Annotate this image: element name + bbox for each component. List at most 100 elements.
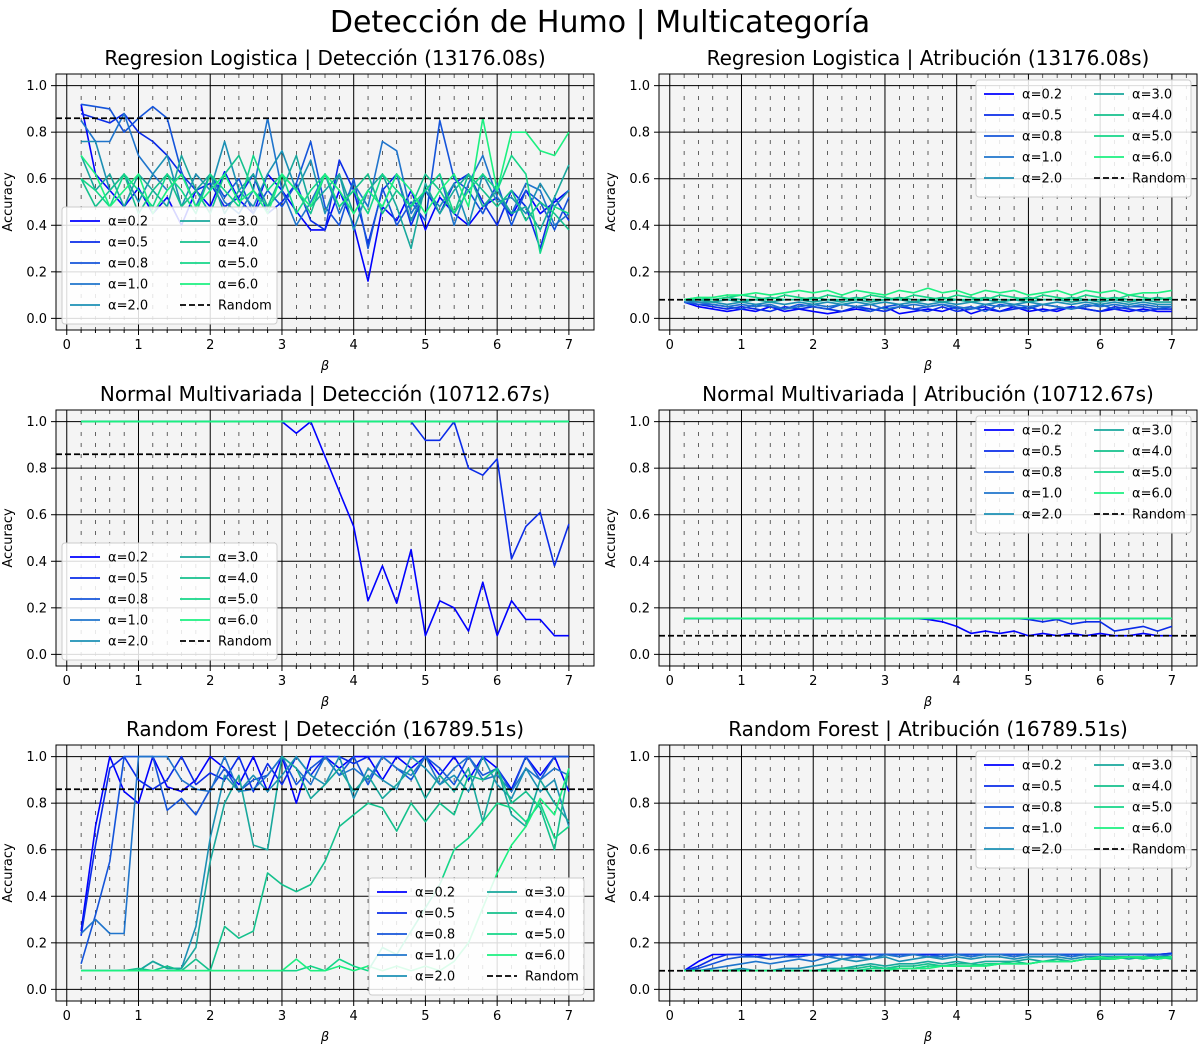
legend-label: α=1.0 xyxy=(108,278,148,293)
legend-label: α=0.2 xyxy=(1022,88,1062,103)
x-tick-label: 2 xyxy=(206,674,214,689)
legend-label: α=5.0 xyxy=(1132,130,1172,145)
x-tick-label: 0 xyxy=(666,338,674,353)
x-tick-label: 1 xyxy=(134,338,142,353)
x-tick-label: 2 xyxy=(206,338,214,353)
y-tick-label: 0.0 xyxy=(629,983,650,998)
legend-box xyxy=(975,750,1192,869)
y-tick-label: 0.6 xyxy=(629,508,650,523)
x-tick-label: 3 xyxy=(881,338,889,353)
legend-label: Random xyxy=(1132,172,1186,187)
legend-box xyxy=(61,206,278,325)
panel-title: Regresion Logistica | Atribución (13176.… xyxy=(707,46,1150,70)
y-tick-label: 0.0 xyxy=(629,648,650,663)
x-axis-label: β xyxy=(320,1030,329,1045)
x-tick-label: 2 xyxy=(809,338,817,353)
x-tick-label: 3 xyxy=(881,674,889,689)
y-axis-label: Accuracy xyxy=(1,843,16,903)
y-tick-label: 0.6 xyxy=(26,843,47,858)
y-tick-label: 1.0 xyxy=(26,415,47,430)
legend-label: α=0.2 xyxy=(1022,424,1062,439)
y-tick-label: 1.0 xyxy=(26,750,47,765)
x-tick-label: 6 xyxy=(1096,1009,1104,1024)
y-tick-label: 0.8 xyxy=(26,797,47,812)
y-tick-label: 0.8 xyxy=(26,462,47,477)
series-line-α=1.0 xyxy=(80,755,570,935)
y-tick-label: 0.2 xyxy=(26,265,47,280)
y-tick-label: 1.0 xyxy=(26,79,47,94)
legend-label: Random xyxy=(218,635,272,650)
y-tick-label: 0.2 xyxy=(629,601,650,616)
x-tick-label: 1 xyxy=(737,1009,745,1024)
x-tick-label: 4 xyxy=(953,674,961,689)
y-tick-label: 0.6 xyxy=(26,508,47,523)
legend-label: α=0.8 xyxy=(415,928,455,943)
x-tick-label: 5 xyxy=(1024,338,1032,353)
x-tick-label: 0 xyxy=(63,674,71,689)
legend-label: α=4.0 xyxy=(1132,780,1172,795)
x-axis-label: β xyxy=(923,359,932,374)
x-axis-label: β xyxy=(923,1030,932,1045)
chart-panel-5: Random Forest | Detección (16789.51s) 0 1 2… xyxy=(1,717,595,1045)
legend-label: α=1.0 xyxy=(415,949,455,964)
legend-label: α=0.8 xyxy=(108,257,148,272)
chart-panel-3: Normal Multivariada | Detección (10712.6… xyxy=(1,382,595,710)
y-tick-label: 0.4 xyxy=(629,219,650,234)
legend: α=0.2 α=0.5 α=0.8 α=1.0 α=2.0 α=3.0 α=4.0 α=5.0… xyxy=(368,877,585,996)
y-axis-label: Accuracy xyxy=(604,172,619,232)
legend: α=0.2 α=0.5 α=0.8 α=1.0 α=2.0 α=3.0 α=4.0 α=5.0… xyxy=(61,542,278,661)
legend-label: α=1.0 xyxy=(1022,487,1062,502)
legend-label: α=3.0 xyxy=(525,886,565,901)
y-axis-label: Accuracy xyxy=(604,508,619,568)
legend-label: α=3.0 xyxy=(218,551,258,566)
x-tick-label: 2 xyxy=(809,674,817,689)
x-tick-label: 1 xyxy=(737,338,745,353)
series-line-α=2.0 xyxy=(81,140,570,231)
legend-label: α=6.0 xyxy=(1132,822,1172,837)
legend-box xyxy=(61,542,278,661)
y-axis-label: Accuracy xyxy=(604,843,619,903)
legend-box xyxy=(975,415,1192,534)
legend-label: Random xyxy=(1132,508,1186,523)
chart-panel-6: Random Forest | Atribución (16789.51s) 0 1… xyxy=(604,717,1198,1045)
y-tick-label: 0.2 xyxy=(629,265,650,280)
legend-label: α=6.0 xyxy=(218,278,258,293)
x-tick-label: 4 xyxy=(953,1009,961,1024)
y-tick-label: 1.0 xyxy=(629,750,650,765)
x-tick-label: 7 xyxy=(565,338,573,353)
legend: α=0.2 α=0.5 α=0.8 α=1.0 α=2.0 α=3.0 α=4.0 α=5.0… xyxy=(61,206,278,325)
series-line-α=1.0 xyxy=(684,301,1172,310)
legend-label: Random xyxy=(525,970,579,985)
legend-label: α=6.0 xyxy=(218,614,258,629)
figure-title: Detección de Humo | Multicategoría xyxy=(330,5,870,40)
panel-title: Random Forest | Detección (16789.51s) xyxy=(126,717,524,741)
x-tick-label: 0 xyxy=(63,338,71,353)
x-tick-label: 1 xyxy=(134,674,142,689)
x-tick-label: 6 xyxy=(1096,674,1104,689)
legend-label: α=2.0 xyxy=(108,635,148,650)
y-tick-label: 0.4 xyxy=(26,890,47,905)
x-tick-label: 6 xyxy=(1096,338,1104,353)
x-tick-label: 4 xyxy=(953,338,961,353)
legend: α=0.2 α=0.5 α=0.8 α=1.0 α=2.0 α=3.0 α=4.0 α=5.0… xyxy=(975,79,1192,198)
x-tick-label: 2 xyxy=(206,1009,214,1024)
series-line-α=6.0 xyxy=(684,955,1173,972)
legend-label: α=4.0 xyxy=(218,236,258,251)
legend-box xyxy=(368,877,585,996)
y-tick-label: 0.6 xyxy=(629,172,650,187)
legend-label: α=0.2 xyxy=(1022,759,1062,774)
legend-label: α=0.2 xyxy=(108,215,148,230)
y-tick-label: 0.2 xyxy=(629,936,650,951)
x-tick-label: 5 xyxy=(1024,674,1032,689)
legend-label: α=6.0 xyxy=(1132,487,1172,502)
y-tick-label: 1.0 xyxy=(629,415,650,430)
legend-box xyxy=(975,79,1192,198)
legend-label: α=2.0 xyxy=(415,970,455,985)
x-tick-label: 4 xyxy=(350,674,358,689)
legend-label: Random xyxy=(1132,843,1186,858)
chart-panel-2: Regresion Logistica | Atribución (13176.… xyxy=(604,46,1198,374)
legend-label: α=0.8 xyxy=(1022,466,1062,481)
legend-label: α=4.0 xyxy=(1132,109,1172,124)
series-line-α=2.0 xyxy=(683,298,1172,306)
